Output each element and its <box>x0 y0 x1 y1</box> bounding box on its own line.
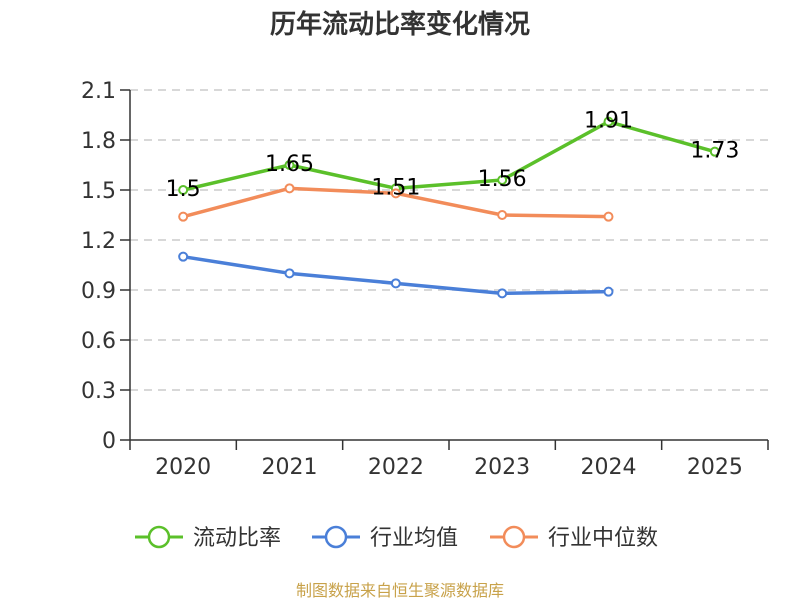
legend-label: 流动比率 <box>193 526 281 551</box>
grid-lines <box>130 89 768 391</box>
y-tick-label: 0 <box>102 429 116 454</box>
data-label: 1.56 <box>478 167 527 192</box>
x-tick-label: 2024 <box>581 455 637 480</box>
legend-label: 行业均值 <box>370 526 458 551</box>
data-point <box>603 116 614 127</box>
source-note: 制图数据来自恒生聚源数据库 <box>296 581 504 600</box>
data-point <box>284 183 295 194</box>
y-tick-label: 2.1 <box>81 79 116 104</box>
y-tick-label: 0.3 <box>81 379 116 404</box>
data-label: 1.91 <box>584 109 633 134</box>
y-tick-label: 1.2 <box>81 229 116 254</box>
legend-marker-1 <box>324 525 348 549</box>
y-tick-label: 0.9 <box>81 279 116 304</box>
chart-title: 历年流动比率变化情况 <box>270 9 530 40</box>
legend: 流动比率 行业均值 行业中位数 <box>135 525 658 551</box>
legend-marker-0 <box>147 525 171 549</box>
x-tick-label: 2023 <box>474 455 530 480</box>
data-point <box>709 146 720 157</box>
data-label: 1.5 <box>166 177 201 202</box>
data-label: 1.73 <box>690 139 739 164</box>
data-point <box>390 188 401 199</box>
data-point <box>497 288 508 299</box>
data-point <box>497 175 508 185</box>
data-point <box>497 210 508 220</box>
data-point <box>284 268 295 279</box>
data-point <box>603 286 614 297</box>
legend-label: 行业中位数 <box>548 526 658 551</box>
series-line-0 <box>182 119 716 192</box>
data-point <box>284 160 295 170</box>
series-group <box>178 116 720 299</box>
data-point <box>603 211 614 222</box>
data-point <box>390 278 401 289</box>
data-point <box>178 185 189 195</box>
y-tick-label: 1.8 <box>81 129 116 154</box>
x-tick-label: 2020 <box>155 455 211 480</box>
x-tick-label: 2025 <box>687 455 743 480</box>
data-label: 1.65 <box>265 152 314 177</box>
y-tick-label: 0.6 <box>81 329 116 354</box>
legend-marker-2 <box>502 525 526 549</box>
x-tick-label: 2021 <box>262 455 318 480</box>
data-point <box>178 251 189 262</box>
x-tick-label: 2022 <box>368 455 424 480</box>
data-point <box>178 211 189 222</box>
data-label: 1.51 <box>371 175 420 200</box>
y-tick-label: 1.5 <box>81 179 116 204</box>
data-labels: 1.5 1.65 1.51 1.56 1.91 1.73 <box>166 109 740 202</box>
axes: 0 0.3 0.6 0.9 1.2 1.5 1.8 2.1 2020 2021 2022 2023 20… <box>81 79 769 480</box>
